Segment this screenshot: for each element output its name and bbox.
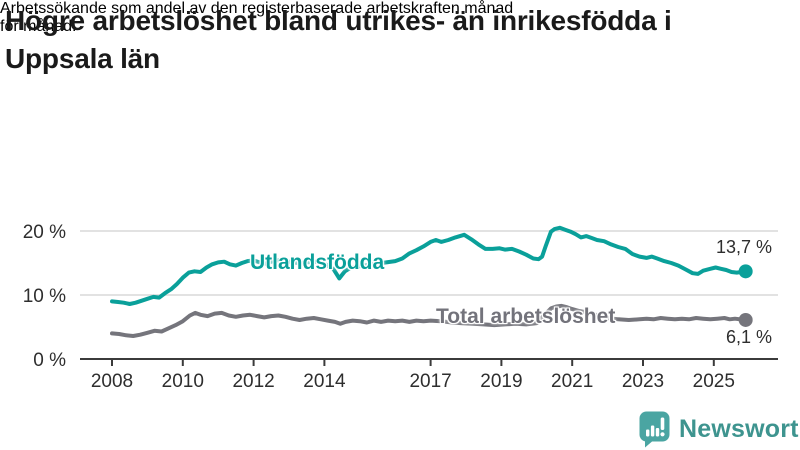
x-tick-label: 2019 — [480, 371, 522, 392]
x-tick-label: 2008 — [91, 371, 133, 392]
brand-name: Newsworthy — [679, 414, 800, 443]
y-tick-label: 20 % — [23, 222, 66, 243]
x-tick-label: 2021 — [551, 371, 593, 392]
series-label-utlandsfodda: Utlandsfödda — [250, 251, 385, 274]
newsworthy-brand: Newsworthy — [638, 410, 800, 448]
y-tick-label: 0 % — [33, 350, 66, 371]
end-value-total-arbetsloshet: 6,1 % — [725, 327, 772, 347]
page-subtitle-line-2: för månad. — [0, 18, 77, 35]
x-tick-label: 2023 — [622, 371, 664, 392]
end-value-utlandsfodda: 13,7 % — [715, 237, 772, 257]
series-end-dot — [738, 264, 753, 279]
page-title: Högre arbetslöshet bland utrikes- än inr… — [5, 2, 797, 78]
series-line — [110, 303, 748, 338]
page-title-line-1: Högre arbetslöshet bland utrikes- än inr… — [5, 5, 672, 36]
page-title-line-2: Uppsala län — [5, 43, 160, 74]
page-subtitle-line-1: Arbetssökande som andel av den registerb… — [0, 0, 514, 17]
series-end-dot — [738, 312, 753, 327]
series-line — [110, 225, 748, 306]
x-tick-label: 2025 — [693, 371, 735, 392]
x-tick-label: 2012 — [232, 371, 274, 392]
x-tick-label: 2017 — [409, 371, 451, 392]
x-tick-label: 2010 — [162, 371, 204, 392]
newsworthy-logo-icon — [639, 411, 670, 448]
series-label-total-arbetsloshet: Total arbetslöshet — [436, 305, 616, 328]
y-tick-label: 10 % — [23, 286, 66, 307]
x-tick-label: 2014 — [303, 371, 346, 392]
